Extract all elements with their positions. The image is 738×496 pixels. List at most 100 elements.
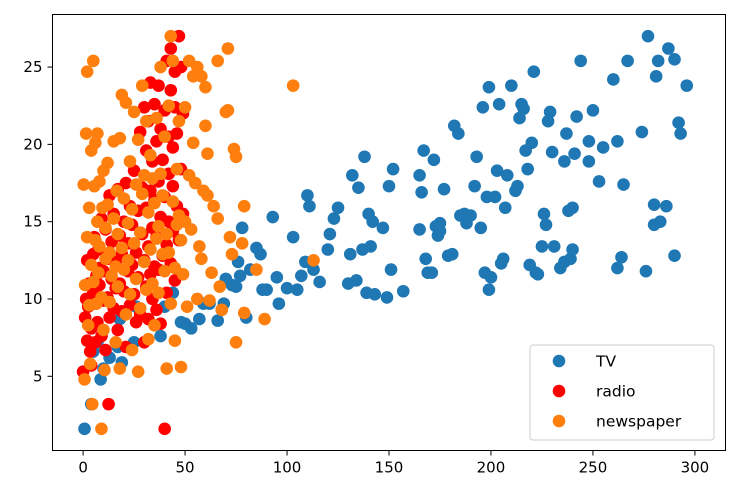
TV-point [498, 201, 512, 215]
x-tick-label: 100 [273, 459, 302, 477]
TV-point [511, 179, 524, 193]
newspaper-point [229, 335, 243, 349]
TV-point [639, 264, 653, 278]
TV-point [476, 100, 490, 114]
TV-point [582, 155, 596, 168]
radio-point [164, 83, 178, 97]
points-layer [76, 29, 694, 436]
radio-point [166, 179, 180, 193]
newspaper-point [193, 240, 206, 253]
radio-point [170, 127, 184, 140]
newspaper-point [172, 114, 186, 128]
TV-point [260, 283, 273, 297]
newspaper-point [140, 114, 153, 128]
TV-point [413, 223, 426, 236]
newspaper-point [93, 175, 106, 188]
x-tick-label: 0 [78, 459, 88, 477]
radio-point [166, 141, 180, 154]
newspaper-point [174, 360, 188, 374]
newspaper-point [133, 301, 147, 315]
newspaper-point [79, 127, 93, 140]
newspaper-point [119, 308, 133, 321]
newspaper-point [135, 187, 149, 201]
TV-point [321, 243, 335, 256]
newspaper-point [91, 127, 104, 140]
newspaper-point [162, 99, 176, 113]
newspaper-point [154, 60, 167, 74]
TV-point [482, 283, 496, 297]
newspaper-point [101, 198, 114, 211]
newspaper-point [160, 227, 174, 241]
TV-point [484, 271, 498, 284]
TV-point [560, 127, 573, 140]
TV-point [452, 127, 465, 140]
TV-point [531, 267, 545, 281]
x-tick-label: 50 [176, 459, 195, 477]
newspaper-point [103, 295, 116, 309]
x-axis: 0 50 100 150 200 250 300 [78, 450, 709, 477]
TV-point [364, 240, 377, 253]
radio-point [99, 343, 112, 357]
TV-point [668, 53, 681, 66]
newspaper-point [95, 422, 108, 436]
newspaper-point [111, 227, 125, 241]
TV-point [566, 243, 579, 256]
newspaper-point [158, 264, 171, 278]
newspaper-point [195, 70, 208, 83]
TV-point [653, 215, 667, 228]
TV-point [543, 105, 557, 119]
TV-point [266, 210, 280, 224]
newspaper-point [119, 96, 133, 109]
newspaper-point [201, 147, 214, 160]
newspaper-point [86, 54, 100, 68]
newspaper-point [186, 136, 200, 150]
TV-point [568, 147, 581, 160]
x-tick-label: 250 [579, 459, 608, 477]
newspaper-point [237, 306, 251, 320]
TV-point [468, 179, 481, 193]
newspaper-point [77, 178, 90, 191]
TV-point [445, 247, 459, 261]
newspaper-point [144, 243, 157, 256]
TV-point [662, 42, 675, 55]
newspaper-point [166, 54, 180, 68]
newspaper-point [184, 223, 198, 236]
newspaper-point [97, 323, 110, 337]
newspaper-point [235, 237, 249, 250]
newspaper-point [156, 189, 169, 202]
TV-point [380, 291, 394, 304]
newspaper-point [125, 343, 139, 357]
TV-point [331, 201, 345, 215]
TV-point [384, 263, 398, 276]
TV-point [517, 102, 530, 116]
TV-point [547, 240, 561, 253]
TV-point [668, 249, 681, 262]
newspaper-point [250, 263, 263, 276]
newspaper-point [258, 312, 271, 326]
TV-point [184, 322, 198, 335]
newspaper-point [113, 362, 127, 375]
TV-point [376, 221, 390, 235]
TV-point [647, 198, 661, 211]
TV-point [464, 209, 477, 222]
TV-point [290, 283, 304, 297]
newspaper-point [131, 133, 145, 147]
TV-point [474, 221, 488, 235]
TV-point [386, 162, 400, 176]
newspaper-point [152, 220, 165, 233]
radio-point [137, 100, 151, 114]
newspaper-point [142, 206, 155, 219]
TV-point [343, 247, 357, 261]
newspaper-point [111, 280, 125, 293]
newspaper-point [180, 300, 194, 314]
TV-point [500, 168, 514, 182]
TV-point [649, 70, 663, 83]
newspaper-point [203, 294, 216, 307]
TV-point [527, 65, 541, 79]
newspaper-point [211, 54, 224, 68]
newspaper-point [237, 199, 251, 213]
newspaper-point [225, 247, 239, 261]
TV-point [582, 134, 596, 148]
newspaper-point [113, 131, 127, 145]
